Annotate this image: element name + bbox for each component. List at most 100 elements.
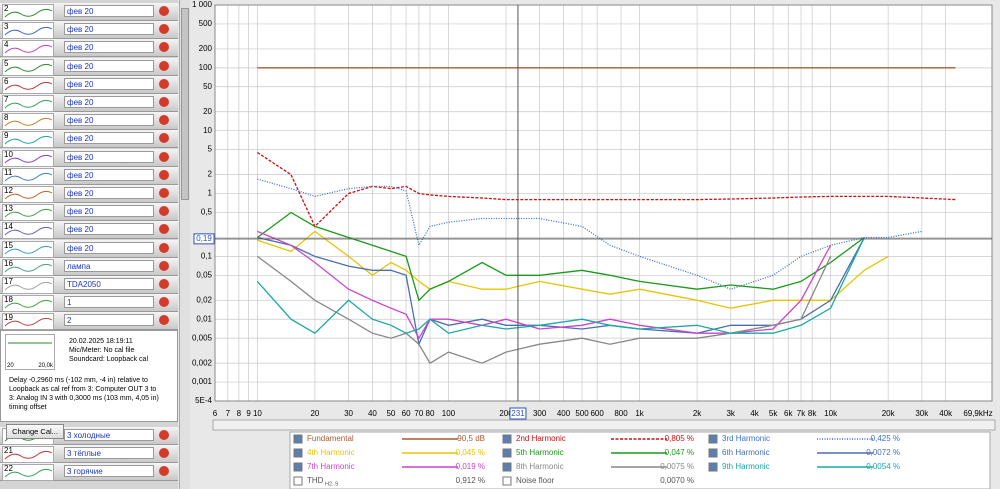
measurement-name[interactable]: фев 20 xyxy=(64,41,154,54)
remove-button[interactable] xyxy=(159,78,169,89)
change-cal-button[interactable]: Change Cal... xyxy=(6,424,64,439)
measurement-name[interactable]: фев 20 xyxy=(64,59,154,72)
measurement-name[interactable]: TDA2050 xyxy=(64,278,154,290)
remove-button[interactable] xyxy=(159,315,169,326)
measurement-name[interactable]: фев 20 xyxy=(64,187,154,199)
y-tick-label: 0,002 xyxy=(192,358,213,367)
legend-reading: 0,0070 % xyxy=(660,476,694,485)
remove-button[interactable] xyxy=(159,42,169,53)
thumb-curve xyxy=(4,81,53,91)
remove-button[interactable] xyxy=(159,279,169,289)
x-tick-label: 40 xyxy=(368,409,377,418)
measurement-name[interactable]: фев 20 xyxy=(64,223,154,236)
measurement-name[interactable]: фев 20 xyxy=(64,5,154,17)
measurement-name[interactable]: 1 xyxy=(64,296,154,309)
measurement-name[interactable]: 3 тёплые xyxy=(64,447,154,460)
measurement-row: 9 фев 20 xyxy=(0,130,178,149)
x-tick-label: 8k xyxy=(808,409,817,418)
remove-button[interactable] xyxy=(159,430,169,440)
x-tick-label: 10 xyxy=(253,409,262,418)
measurement-name[interactable]: 2 xyxy=(64,314,154,327)
remove-button[interactable] xyxy=(159,151,169,162)
legend-checkbox[interactable] xyxy=(293,476,303,486)
measurement-row: 19 2 xyxy=(0,312,178,331)
legend-checkbox[interactable] xyxy=(502,434,512,444)
measurement-row: 21 3 тёплые xyxy=(0,445,178,464)
remove-button[interactable] xyxy=(159,6,169,16)
measurement-name[interactable]: фев 20 xyxy=(64,77,154,90)
legend-checkbox[interactable] xyxy=(708,448,718,458)
remove-button[interactable] xyxy=(159,188,169,198)
remove-button[interactable] xyxy=(159,133,169,144)
thumb-curve xyxy=(4,281,53,291)
measurement-name[interactable]: лампа xyxy=(64,259,154,272)
legend-reading: 0,0075 % xyxy=(660,462,694,471)
x-tick-label: 400 xyxy=(557,409,571,418)
remove-button[interactable] xyxy=(159,224,169,235)
remove-button[interactable] xyxy=(159,115,169,126)
thumbnail xyxy=(2,204,54,222)
thumb-curve xyxy=(4,154,53,163)
y-tick-label: 50 xyxy=(203,82,212,91)
x-tick-label: 80 xyxy=(426,409,435,418)
measurement-row: 22 3 горячие xyxy=(0,463,178,482)
legend-checkbox[interactable] xyxy=(293,462,303,472)
plot-area xyxy=(215,5,992,401)
measurement-name[interactable]: 3 холодные xyxy=(64,429,154,441)
x-tick-label: 300 xyxy=(533,409,547,418)
measurement-name[interactable]: фев 20 xyxy=(64,241,154,254)
thumbnail xyxy=(2,113,54,131)
y-tick-label: 0,05 xyxy=(196,270,212,279)
measurement-name[interactable]: фев 20 xyxy=(64,150,154,163)
y-tick-label: 0,01 xyxy=(196,314,212,323)
thumb-curve xyxy=(4,45,53,54)
measurement-name[interactable]: фев 20 xyxy=(64,132,154,145)
thumb-curve xyxy=(4,27,53,36)
measurement-name[interactable]: фев 20 xyxy=(64,114,154,127)
measurement-row: 12 фев 20 xyxy=(0,185,178,203)
legend-checkbox[interactable] xyxy=(708,462,718,472)
x-tick-label: 200 xyxy=(499,409,513,418)
legend-checkbox[interactable] xyxy=(502,476,512,486)
remove-button[interactable] xyxy=(159,260,169,271)
info-date: 20.02.2025 18:19:11 xyxy=(69,338,133,345)
remove-button[interactable] xyxy=(159,297,169,308)
legend-name: Fundamental xyxy=(307,434,354,443)
measurement-name[interactable]: фев 20 xyxy=(64,168,154,181)
series-line xyxy=(257,151,956,228)
remove-button[interactable] xyxy=(159,448,169,459)
legend-checkbox[interactable] xyxy=(502,462,512,472)
h-scrollbar[interactable] xyxy=(212,419,996,431)
measurement-name[interactable]: 3 горячие xyxy=(64,465,154,478)
measurement-name[interactable]: фев 20 xyxy=(64,23,154,36)
legend-checkbox[interactable] xyxy=(293,434,303,444)
remove-button[interactable] xyxy=(159,242,169,253)
measurement-row: 18 1 xyxy=(0,294,178,313)
remove-button[interactable] xyxy=(159,466,169,477)
series-line xyxy=(256,237,865,335)
legend-checkbox[interactable] xyxy=(502,448,512,458)
remove-button[interactable] xyxy=(159,97,169,107)
remove-button[interactable] xyxy=(159,206,169,217)
legend-name: 6th Harmonic xyxy=(722,448,770,457)
remove-button[interactable] xyxy=(159,169,169,180)
measurement-row: 3 холодные xyxy=(0,427,178,445)
measurement-row: 5 фев 20 xyxy=(0,57,178,76)
measurement-row: 17 TDA2050 xyxy=(0,276,178,294)
measurement-number: 3 xyxy=(4,22,9,32)
thumbnail xyxy=(2,277,54,294)
scrollbar[interactable] xyxy=(179,0,190,489)
remove-button[interactable] xyxy=(159,24,169,35)
legend-checkbox[interactable] xyxy=(293,448,303,458)
thumbnail xyxy=(2,149,54,167)
legend-name: Noise floor xyxy=(516,476,555,485)
measurement-name[interactable]: фев 20 xyxy=(64,96,154,108)
remove-button[interactable] xyxy=(159,60,169,71)
y-tick-label: 0,02 xyxy=(196,295,212,304)
legend-reading: 0,019 % xyxy=(456,462,485,471)
thumbnail xyxy=(2,446,54,464)
legend-checkbox[interactable] xyxy=(708,434,718,444)
thumb-curve xyxy=(4,99,53,109)
measurement-number: 2 xyxy=(4,4,9,13)
measurement-name[interactable]: фев 20 xyxy=(64,205,154,218)
